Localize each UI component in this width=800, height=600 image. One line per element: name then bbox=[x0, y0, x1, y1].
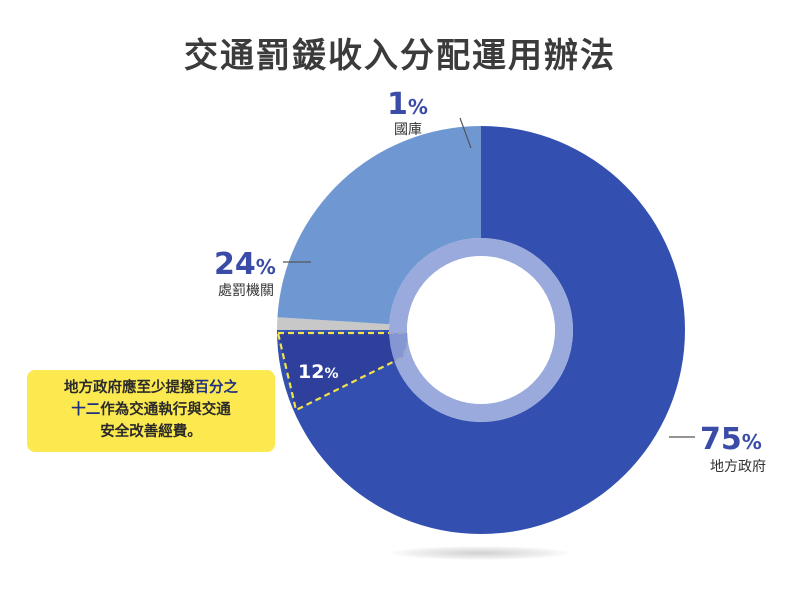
slice-0 bbox=[277, 126, 685, 534]
note-line-1: 地方政府應至少提撥百分之 bbox=[27, 377, 275, 399]
pct-label-sub: 12% bbox=[298, 361, 338, 383]
pct-label-difang: 75% bbox=[700, 422, 762, 457]
note-highlight: 百分之 bbox=[194, 380, 239, 396]
pct-label-chufa: 24% bbox=[214, 247, 276, 282]
note-text-2: 作為交通執行與交通 bbox=[100, 402, 231, 418]
name-label-chufa: 處罰機關 bbox=[218, 283, 274, 299]
note-line-3: 安全改善經費。 bbox=[27, 421, 275, 443]
donut-hole bbox=[407, 256, 555, 404]
note-text: 地方政府應至少提撥 bbox=[64, 380, 195, 396]
callout-note: 地方政府應至少提撥百分之 十二作為交通執行與交通 安全改善經費。 bbox=[27, 370, 275, 452]
donut-slices bbox=[276, 126, 685, 534]
page-title: 交通罰鍰收入分配運用辦法 bbox=[184, 36, 616, 76]
sub-slice-12 bbox=[278, 333, 411, 410]
name-label-guoku: 國庫 bbox=[394, 121, 422, 138]
leader-guoku bbox=[459, 117, 472, 149]
chart-labels: 1%國庫 24%處罰機關 75% 地方政府 12% bbox=[214, 87, 766, 475]
slice-2 bbox=[277, 126, 481, 325]
note-line-2: 十二作為交通執行與交通 bbox=[27, 399, 275, 421]
name-label-difang: 地方政府 bbox=[710, 459, 766, 475]
note-text-3: 安全改善經費。 bbox=[100, 424, 202, 440]
inner-ring bbox=[389, 238, 573, 422]
note-highlight-2: 十二 bbox=[71, 402, 101, 418]
pct-label-guoku: 1% bbox=[387, 87, 428, 122]
slice-1 bbox=[277, 317, 390, 330]
chart-shadow bbox=[390, 546, 570, 560]
sub-slice-outline bbox=[276, 331, 413, 412]
